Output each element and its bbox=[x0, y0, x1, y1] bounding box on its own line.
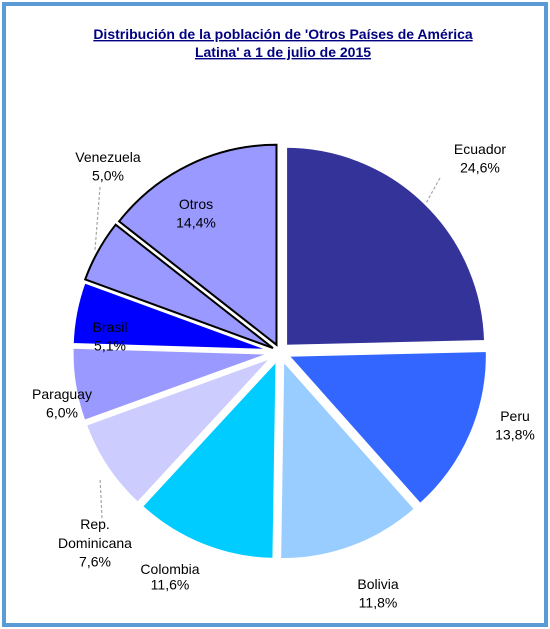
category-label: Paraguay bbox=[32, 386, 92, 402]
leader-line bbox=[99, 477, 103, 519]
pie-slice bbox=[83, 355, 275, 506]
category-label: Colombia bbox=[140, 561, 199, 577]
value-label: 13,8% bbox=[495, 427, 535, 443]
pie-slice bbox=[117, 143, 278, 347]
leader-line bbox=[94, 186, 101, 251]
value-label: 7,6% bbox=[79, 554, 111, 570]
category-label: Venezuela bbox=[75, 149, 141, 165]
value-label: 6,0% bbox=[46, 405, 78, 421]
value-label: 11,8% bbox=[359, 595, 398, 611]
category-label: Brasil bbox=[92, 319, 127, 335]
pie-slice bbox=[284, 144, 488, 348]
value-label: 5,1% bbox=[94, 338, 126, 354]
category-label: Ecuador bbox=[454, 141, 506, 157]
category-label: Peru bbox=[500, 408, 530, 424]
chart-title: Distribución de la población de 'Otros P… bbox=[93, 26, 473, 60]
category-label: Bolivia bbox=[357, 576, 398, 592]
value-label: 24,6% bbox=[460, 160, 500, 176]
category-label: Otros bbox=[179, 196, 213, 212]
value-label: 5,0% bbox=[92, 168, 124, 184]
pie-slice bbox=[139, 355, 279, 561]
category-label: Rep. Dominicana bbox=[58, 516, 132, 551]
pie-slice bbox=[70, 279, 273, 352]
value-label: 11,6% bbox=[151, 577, 190, 593]
pie-slice bbox=[278, 355, 418, 561]
pie-slice bbox=[284, 348, 489, 507]
pie-slice bbox=[70, 345, 273, 424]
value-label: 14,4% bbox=[176, 215, 216, 231]
pie-slice bbox=[83, 223, 274, 350]
leader-line bbox=[424, 177, 441, 206]
